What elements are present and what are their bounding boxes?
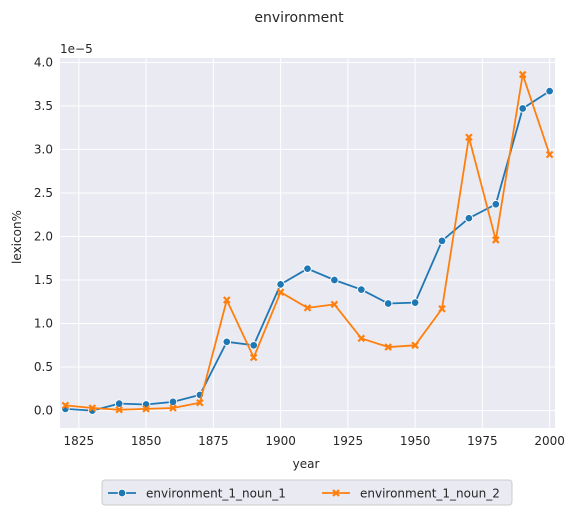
data-point (545, 86, 554, 96)
data-point (464, 213, 474, 223)
data-point (518, 104, 527, 113)
x-tick-label: 1950 (400, 434, 431, 448)
legend-entry: environment_1_noun_2 (322, 487, 500, 501)
y-axis-label: lexicon% (10, 210, 24, 264)
data-point (114, 399, 124, 408)
x-tick-label: 1875 (198, 434, 229, 448)
data-point (437, 236, 447, 246)
legend-marker (117, 488, 127, 498)
plot-area (60, 58, 555, 428)
data-point (196, 398, 204, 407)
y-tick-label: 0.0 (34, 404, 53, 418)
x-tick-label: 1975 (467, 434, 498, 448)
data-point (383, 299, 393, 308)
data-point (303, 304, 312, 312)
y-scale-label: 1e−5 (60, 42, 93, 56)
data-point (330, 300, 339, 309)
data-point (61, 401, 70, 410)
data-point (357, 334, 366, 343)
series-1 (61, 86, 554, 415)
x-tick-label: 2000 (534, 434, 565, 448)
legend-label: environment_1_noun_1 (146, 487, 286, 501)
data-point (249, 353, 258, 362)
data-point (438, 304, 446, 313)
data-point (465, 133, 473, 142)
y-tick-label: 1.5 (34, 273, 53, 287)
y-tick-label: 3.0 (34, 142, 53, 156)
data-point (303, 264, 312, 273)
data-point (276, 280, 285, 289)
y-tick-label: 0.5 (34, 360, 53, 374)
data-point (168, 397, 178, 407)
data-point (276, 288, 285, 296)
x-tick-label: 1925 (333, 434, 364, 448)
chart-title: environment (254, 10, 344, 26)
data-point (88, 404, 97, 412)
y-tick-label: 4.0 (34, 55, 53, 69)
data-point (545, 150, 554, 159)
data-point (411, 341, 419, 350)
data-point (330, 275, 339, 285)
data-point (249, 341, 258, 350)
data-point (518, 70, 527, 79)
legend-label: environment_1_noun_2 (360, 487, 500, 501)
data-point (357, 285, 366, 294)
legend-box (101, 479, 513, 506)
y-tick-label: 1.0 (34, 317, 53, 331)
data-point (222, 337, 232, 347)
data-point (491, 200, 501, 209)
data-point (492, 236, 500, 244)
y-tick-label: 2.5 (34, 186, 53, 200)
legend: environment_1_noun_1 environment_1_noun_2 (101, 479, 513, 506)
data-point (169, 404, 177, 412)
data-point (410, 298, 420, 307)
x-tick-label: 1900 (265, 434, 296, 448)
legend-marker (332, 489, 340, 497)
series-2 (61, 70, 554, 414)
data-point (384, 343, 392, 351)
data-point (142, 405, 150, 413)
data-point (223, 296, 231, 304)
y-tick-label: 2.0 (34, 229, 53, 243)
legend-entry: environment_1_noun_1 (108, 487, 286, 501)
y-tick-label: 3.5 (34, 99, 53, 113)
data-point (115, 405, 123, 414)
x-axis-label: year (293, 457, 320, 471)
x-tick-label: 1850 (131, 434, 162, 448)
x-tick-label: 1825 (64, 434, 95, 448)
